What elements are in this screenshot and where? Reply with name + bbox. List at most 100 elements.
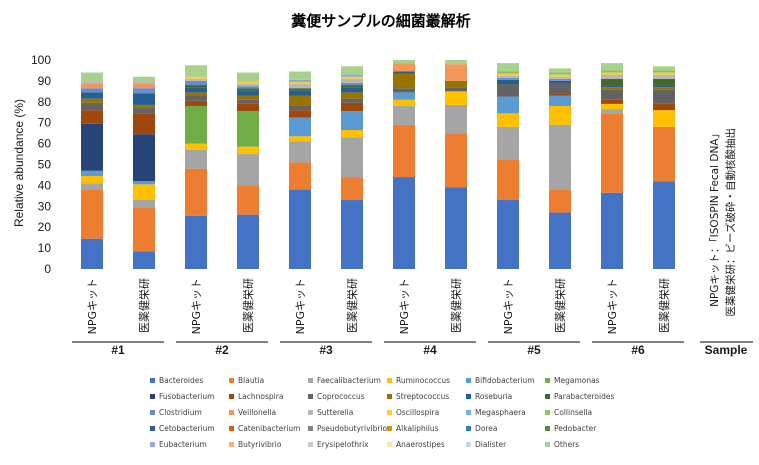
x-category-label: 医薬健栄研 — [553, 278, 567, 333]
legend-label: Roseburia — [475, 392, 512, 401]
legend-item: Megasphaera — [466, 408, 526, 417]
bar-segment — [497, 79, 519, 85]
x-category-label: NPGキット — [190, 278, 203, 334]
bar-segment — [341, 98, 363, 103]
bar-segment — [445, 80, 467, 88]
y-tick-label: 0 — [44, 262, 51, 276]
bar-segment — [237, 99, 259, 104]
bar-segment — [185, 149, 207, 169]
y-tick-label: 30 — [38, 199, 52, 213]
bar-segment — [393, 124, 415, 178]
bar-segment — [549, 124, 571, 190]
bar-segment — [133, 251, 155, 269]
y-tick-label: 50 — [38, 158, 52, 172]
bar-segment — [393, 71, 415, 74]
legend-swatch — [229, 378, 234, 383]
bar-segment — [601, 87, 623, 90]
group-label: #4 — [423, 343, 437, 357]
bar-segment — [341, 111, 363, 131]
legend-swatch — [308, 394, 313, 399]
legend-swatch — [229, 426, 234, 431]
bar-segment — [237, 81, 259, 85]
bar-segment — [289, 84, 311, 89]
legend-label: Dialister — [475, 440, 507, 449]
x-category-label: NPGキット — [606, 278, 619, 334]
legend: Bacteroides Blautia Faecalibacterium Rumino… — [150, 376, 614, 449]
bar-segment — [653, 66, 675, 71]
bar-segment — [185, 76, 207, 79]
bar-segment — [185, 95, 207, 101]
bar-segment — [289, 105, 311, 111]
legend-item: Fusobacterium — [150, 392, 214, 401]
bar-stack — [445, 60, 467, 269]
bar-segment — [289, 71, 311, 80]
legend-label: Veillonella — [238, 408, 276, 417]
chart-title: 糞便サンプルの細菌叢解析 — [290, 12, 471, 30]
bar-segment — [289, 110, 311, 118]
bar-segment — [133, 181, 155, 185]
bar-segment — [497, 84, 519, 97]
bar-segment — [81, 175, 103, 184]
legend-swatch — [229, 394, 234, 399]
bar-segment — [133, 184, 155, 201]
bar-segment — [445, 133, 467, 188]
legend-swatch — [387, 394, 392, 399]
y-tick-label: 70 — [38, 116, 52, 130]
bar-segment — [81, 110, 103, 124]
legend-swatch — [150, 378, 155, 383]
legend-item: Ruminococcus — [387, 376, 450, 385]
legend-label: Pseudobutyrivibrio — [317, 424, 388, 433]
legend-swatch — [150, 410, 155, 415]
legend-item: Bifidobacterium — [466, 376, 535, 385]
legend-item: Veillonella — [229, 408, 276, 417]
bar-stack — [133, 76, 155, 269]
bar-segment — [497, 73, 519, 76]
bar-stack — [185, 65, 207, 269]
legend-item: Blautia — [229, 376, 264, 385]
legend-item: Lachnospira — [229, 392, 283, 401]
bar-segment — [497, 126, 519, 160]
legend-label: Coprococcus — [317, 392, 365, 401]
bar-segment — [549, 105, 571, 125]
bar-segment — [601, 192, 623, 269]
bar-segment — [497, 63, 519, 72]
bar-segment — [237, 103, 259, 112]
bar-segment — [237, 88, 259, 91]
bar-segment — [81, 170, 103, 176]
bar-segment — [601, 113, 623, 193]
group-label: #1 — [111, 343, 125, 357]
legend-label: Anaerostipes — [396, 440, 445, 449]
legend-swatch — [308, 378, 313, 383]
bar-segment — [289, 136, 311, 142]
bar-segment — [237, 185, 259, 215]
bar-segment — [549, 189, 571, 213]
bar-segment — [237, 214, 259, 269]
legend-label: Faecalibacterium — [317, 376, 381, 385]
bar-segment — [653, 78, 675, 86]
x-category-label: 医薬健栄研 — [449, 278, 463, 333]
method-note: NPGキット：「ISOSPIN Fecal DNA」 医薬健栄研：ビーズ破砕・自動… — [709, 128, 737, 316]
bar-segment — [133, 113, 155, 135]
bar-segment — [133, 200, 155, 208]
bar-stack — [549, 68, 571, 269]
x-category-label: NPGキット — [502, 278, 515, 334]
legend-swatch — [545, 394, 550, 399]
legend-swatch — [545, 442, 550, 447]
legend-label: Clostridium — [159, 408, 202, 417]
group-label: #2 — [215, 343, 229, 357]
bar-stack — [653, 66, 675, 269]
bar-stack — [289, 71, 311, 269]
method-note-line: NPGキット：「ISOSPIN Fecal DNA」 — [709, 128, 721, 307]
bar-segment — [341, 82, 363, 86]
bar-segment — [601, 103, 623, 110]
y-tick-label: 10 — [38, 241, 52, 255]
legend-label: Lachnospira — [238, 392, 283, 401]
bar-segment — [185, 92, 207, 96]
bar-segment — [289, 88, 311, 91]
y-tick-label: 80 — [38, 95, 52, 109]
legend-label: Oscillospira — [396, 408, 439, 417]
bar-segment — [133, 207, 155, 252]
bar-segment — [445, 187, 467, 269]
x-category-label: 医薬健栄研 — [657, 278, 671, 333]
